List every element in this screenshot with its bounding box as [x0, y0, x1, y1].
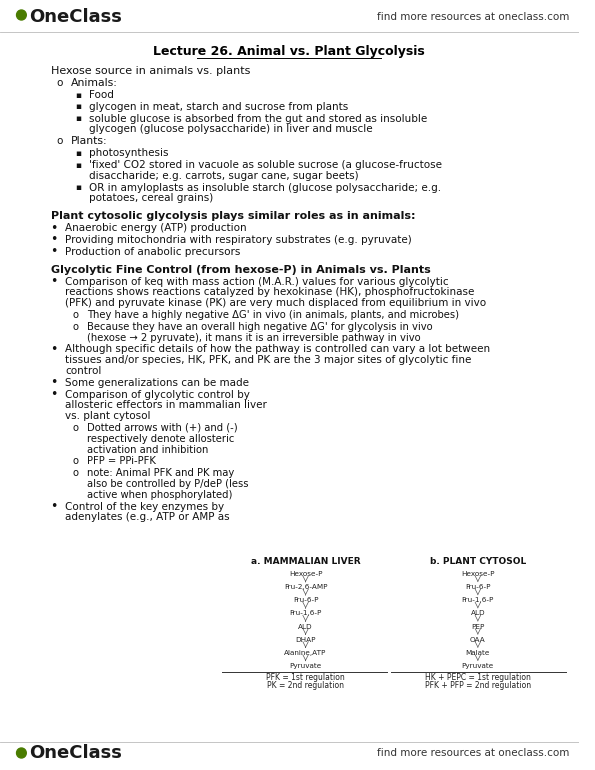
Text: o: o	[73, 310, 79, 320]
Text: Lecture 26. Animal vs. Plant Glycolysis: Lecture 26. Animal vs. Plant Glycolysis	[153, 45, 425, 58]
Text: Glycolytic Fine Control (from hexose-P) in Animals vs. Plants: Glycolytic Fine Control (from hexose-P) …	[51, 265, 430, 275]
Text: OneClass: OneClass	[29, 744, 122, 762]
Text: note: Animal PFK and PK may: note: Animal PFK and PK may	[87, 468, 234, 478]
Text: o: o	[73, 468, 79, 478]
Text: ▪: ▪	[75, 160, 81, 169]
Text: OneClass: OneClass	[29, 8, 122, 26]
Text: 'fixed' CO2 stored in vacuole as soluble sucrose (a glucose-fructose: 'fixed' CO2 stored in vacuole as soluble…	[89, 160, 441, 170]
Text: glycogen (glucose polysaccharide) in liver and muscle: glycogen (glucose polysaccharide) in liv…	[89, 125, 372, 135]
Text: find more resources at oneclass.com: find more resources at oneclass.com	[377, 748, 569, 758]
Text: o: o	[57, 136, 63, 146]
Text: vs. plant cytosol: vs. plant cytosol	[65, 411, 151, 421]
Text: PFK = 1st regulation: PFK = 1st regulation	[266, 674, 345, 682]
Circle shape	[17, 10, 26, 20]
Text: photosynthesis: photosynthesis	[89, 148, 168, 158]
Text: Hexose source in animals vs. plants: Hexose source in animals vs. plants	[51, 66, 250, 76]
Text: •: •	[51, 388, 58, 401]
Text: Comparison of glycolytic control by: Comparison of glycolytic control by	[65, 390, 250, 400]
Text: Control of the key enzymes by: Control of the key enzymes by	[65, 501, 224, 511]
Text: o: o	[73, 457, 79, 467]
Text: active when phosphorylated): active when phosphorylated)	[87, 490, 232, 500]
Text: ▪: ▪	[75, 91, 81, 99]
Text: o: o	[73, 423, 79, 433]
Text: activation and inhibition: activation and inhibition	[87, 444, 208, 454]
Text: Comparison of keq with mass action (M.A.R.) values for various glycolytic: Comparison of keq with mass action (M.A.…	[65, 276, 449, 286]
Text: Dotted arrows with (+) and (-): Dotted arrows with (+) and (-)	[87, 423, 237, 433]
Text: Fru-2,6-AMP: Fru-2,6-AMP	[284, 584, 327, 590]
Circle shape	[17, 748, 26, 758]
Text: PFP = PPi-PFK: PFP = PPi-PFK	[87, 457, 155, 467]
Text: •: •	[51, 275, 58, 288]
Text: Food: Food	[89, 90, 114, 100]
Text: potatoes, cereal grains): potatoes, cereal grains)	[89, 193, 213, 203]
Text: •: •	[51, 246, 58, 258]
Text: Fru-1,6-P: Fru-1,6-P	[289, 611, 322, 617]
Text: (hexose → 2 pyruvate), it mans it is an irreversible pathway in vivo: (hexose → 2 pyruvate), it mans it is an …	[87, 333, 420, 343]
Text: Plant cytosolic glycolysis plays similar roles as in animals:: Plant cytosolic glycolysis plays similar…	[51, 211, 415, 221]
Text: Providing mitochondria with respiratory substrates (e.g. pyruvate): Providing mitochondria with respiratory …	[65, 235, 412, 245]
Text: Hexose-P: Hexose-P	[289, 571, 322, 577]
Text: ALD: ALD	[471, 611, 485, 617]
Text: o: o	[57, 78, 63, 88]
Text: OR in amyloplasts as insoluble starch (glucose polysaccharide; e.g.: OR in amyloplasts as insoluble starch (g…	[89, 182, 441, 192]
Text: HK + PEPC = 1st regulation: HK + PEPC = 1st regulation	[425, 674, 531, 682]
Text: •: •	[51, 377, 58, 390]
Text: Fru-6-P: Fru-6-P	[465, 584, 491, 590]
Text: •: •	[51, 343, 58, 356]
Text: Although specific details of how the pathway is controlled can vary a lot betwee: Although specific details of how the pat…	[65, 344, 490, 354]
Text: OAA: OAA	[470, 637, 486, 643]
Text: They have a highly negative ΔG' in vivo (in animals, plants, and microbes): They have a highly negative ΔG' in vivo …	[87, 310, 459, 320]
Text: adenylates (e.g., ATP or AMP as: adenylates (e.g., ATP or AMP as	[65, 512, 230, 522]
Text: ▪: ▪	[75, 183, 81, 192]
Text: (PFK) and pyruvate kinase (PK) are very much displaced from equilibrium in vivo: (PFK) and pyruvate kinase (PK) are very …	[65, 298, 486, 308]
Text: Anaerobic energy (ATP) production: Anaerobic energy (ATP) production	[65, 223, 247, 233]
Text: disaccharide; e.g. carrots, sugar cane, sugar beets): disaccharide; e.g. carrots, sugar cane, …	[89, 171, 358, 181]
Text: b. PLANT CYTOSOL: b. PLANT CYTOSOL	[430, 557, 526, 566]
Text: a. MAMMALIAN LIVER: a. MAMMALIAN LIVER	[250, 557, 361, 566]
Text: Some generalizations can be made: Some generalizations can be made	[65, 378, 249, 388]
Text: Plants:: Plants:	[71, 136, 108, 146]
Text: DHAP: DHAP	[295, 637, 316, 643]
Text: soluble glucose is absorbed from the gut and stored as insoluble: soluble glucose is absorbed from the gut…	[89, 114, 427, 124]
Text: control: control	[65, 366, 102, 376]
Text: find more resources at oneclass.com: find more resources at oneclass.com	[377, 12, 569, 22]
Text: •: •	[51, 500, 58, 513]
Text: Animals:: Animals:	[71, 78, 118, 88]
Text: Pyruvate: Pyruvate	[462, 663, 494, 669]
Text: Fru-1,6-P: Fru-1,6-P	[462, 598, 494, 603]
Text: Because they have an overall high negative ΔG' for glycolysis in vivo: Because they have an overall high negati…	[87, 322, 432, 332]
Text: also be controlled by P/deP (less: also be controlled by P/deP (less	[87, 479, 248, 489]
Text: o: o	[73, 322, 79, 332]
Text: Malate: Malate	[466, 650, 490, 656]
Text: ▪: ▪	[75, 149, 81, 158]
Text: Pyruvate: Pyruvate	[290, 663, 322, 669]
Text: PFK + PFP = 2nd regulation: PFK + PFP = 2nd regulation	[425, 681, 531, 691]
Text: allosteric effectors in mammalian liver: allosteric effectors in mammalian liver	[65, 400, 267, 410]
Text: •: •	[51, 222, 58, 235]
Text: ▪: ▪	[75, 114, 81, 123]
Text: PEP: PEP	[471, 624, 484, 630]
Text: o: o	[20, 11, 23, 16]
Text: Fru-6-P: Fru-6-P	[293, 598, 318, 603]
Text: reactions shows reactions catalyzed by hexokinase (HK), phosphofructokinase: reactions shows reactions catalyzed by h…	[65, 287, 475, 297]
Text: •: •	[51, 233, 58, 246]
Text: glycogen in meat, starch and sucrose from plants: glycogen in meat, starch and sucrose fro…	[89, 102, 348, 112]
Text: Production of anabolic precursors: Production of anabolic precursors	[65, 247, 240, 257]
Text: Alanine,ATP: Alanine,ATP	[284, 650, 327, 656]
Text: respectively denote allosteric: respectively denote allosteric	[87, 434, 234, 444]
Text: ALD: ALD	[298, 624, 313, 630]
Text: tissues and/or species, HK, PFK, and PK are the 3 major sites of glycolytic fine: tissues and/or species, HK, PFK, and PK …	[65, 355, 472, 365]
Text: PK = 2nd regulation: PK = 2nd regulation	[267, 681, 344, 691]
Text: ▪: ▪	[75, 102, 81, 112]
Text: o: o	[20, 749, 23, 754]
Text: Hexose-P: Hexose-P	[461, 571, 494, 577]
